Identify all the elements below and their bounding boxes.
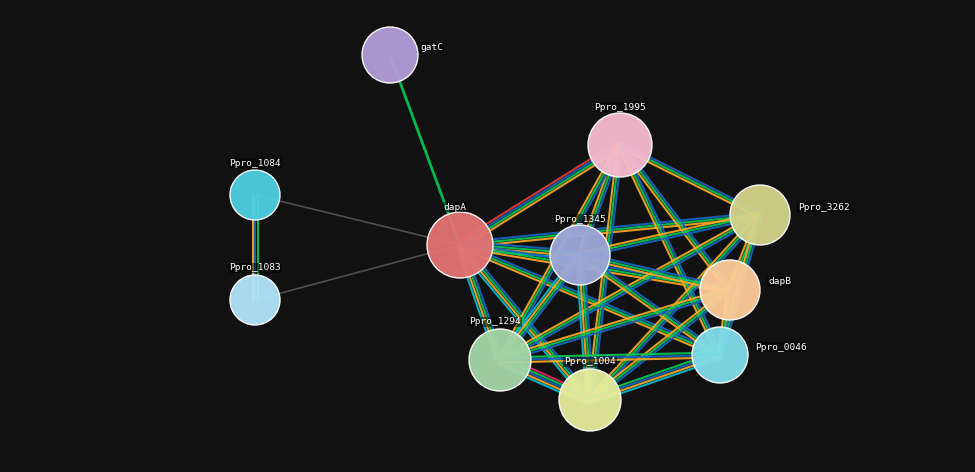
Ellipse shape: [550, 225, 610, 285]
Ellipse shape: [588, 113, 652, 177]
Ellipse shape: [427, 212, 493, 278]
Ellipse shape: [469, 329, 531, 391]
Text: Ppro_1995: Ppro_1995: [594, 102, 645, 111]
Text: Ppro_3262: Ppro_3262: [798, 202, 850, 211]
Ellipse shape: [730, 185, 790, 245]
Text: Ppro_1083: Ppro_1083: [229, 263, 281, 272]
Text: Ppro_1084: Ppro_1084: [229, 159, 281, 168]
Text: dapB: dapB: [768, 278, 791, 287]
Ellipse shape: [230, 275, 280, 325]
Ellipse shape: [700, 260, 760, 320]
Ellipse shape: [230, 170, 280, 220]
Ellipse shape: [362, 27, 418, 83]
Text: gatC: gatC: [420, 42, 443, 51]
Text: Ppro_1345: Ppro_1345: [554, 214, 605, 224]
Text: Ppro_0046: Ppro_0046: [755, 343, 806, 352]
Ellipse shape: [559, 369, 621, 431]
Ellipse shape: [692, 327, 748, 383]
Text: dapA: dapA: [444, 202, 466, 211]
Text: Ppro_1294: Ppro_1294: [469, 318, 521, 327]
Text: Ppro_1004: Ppro_1004: [565, 357, 616, 366]
